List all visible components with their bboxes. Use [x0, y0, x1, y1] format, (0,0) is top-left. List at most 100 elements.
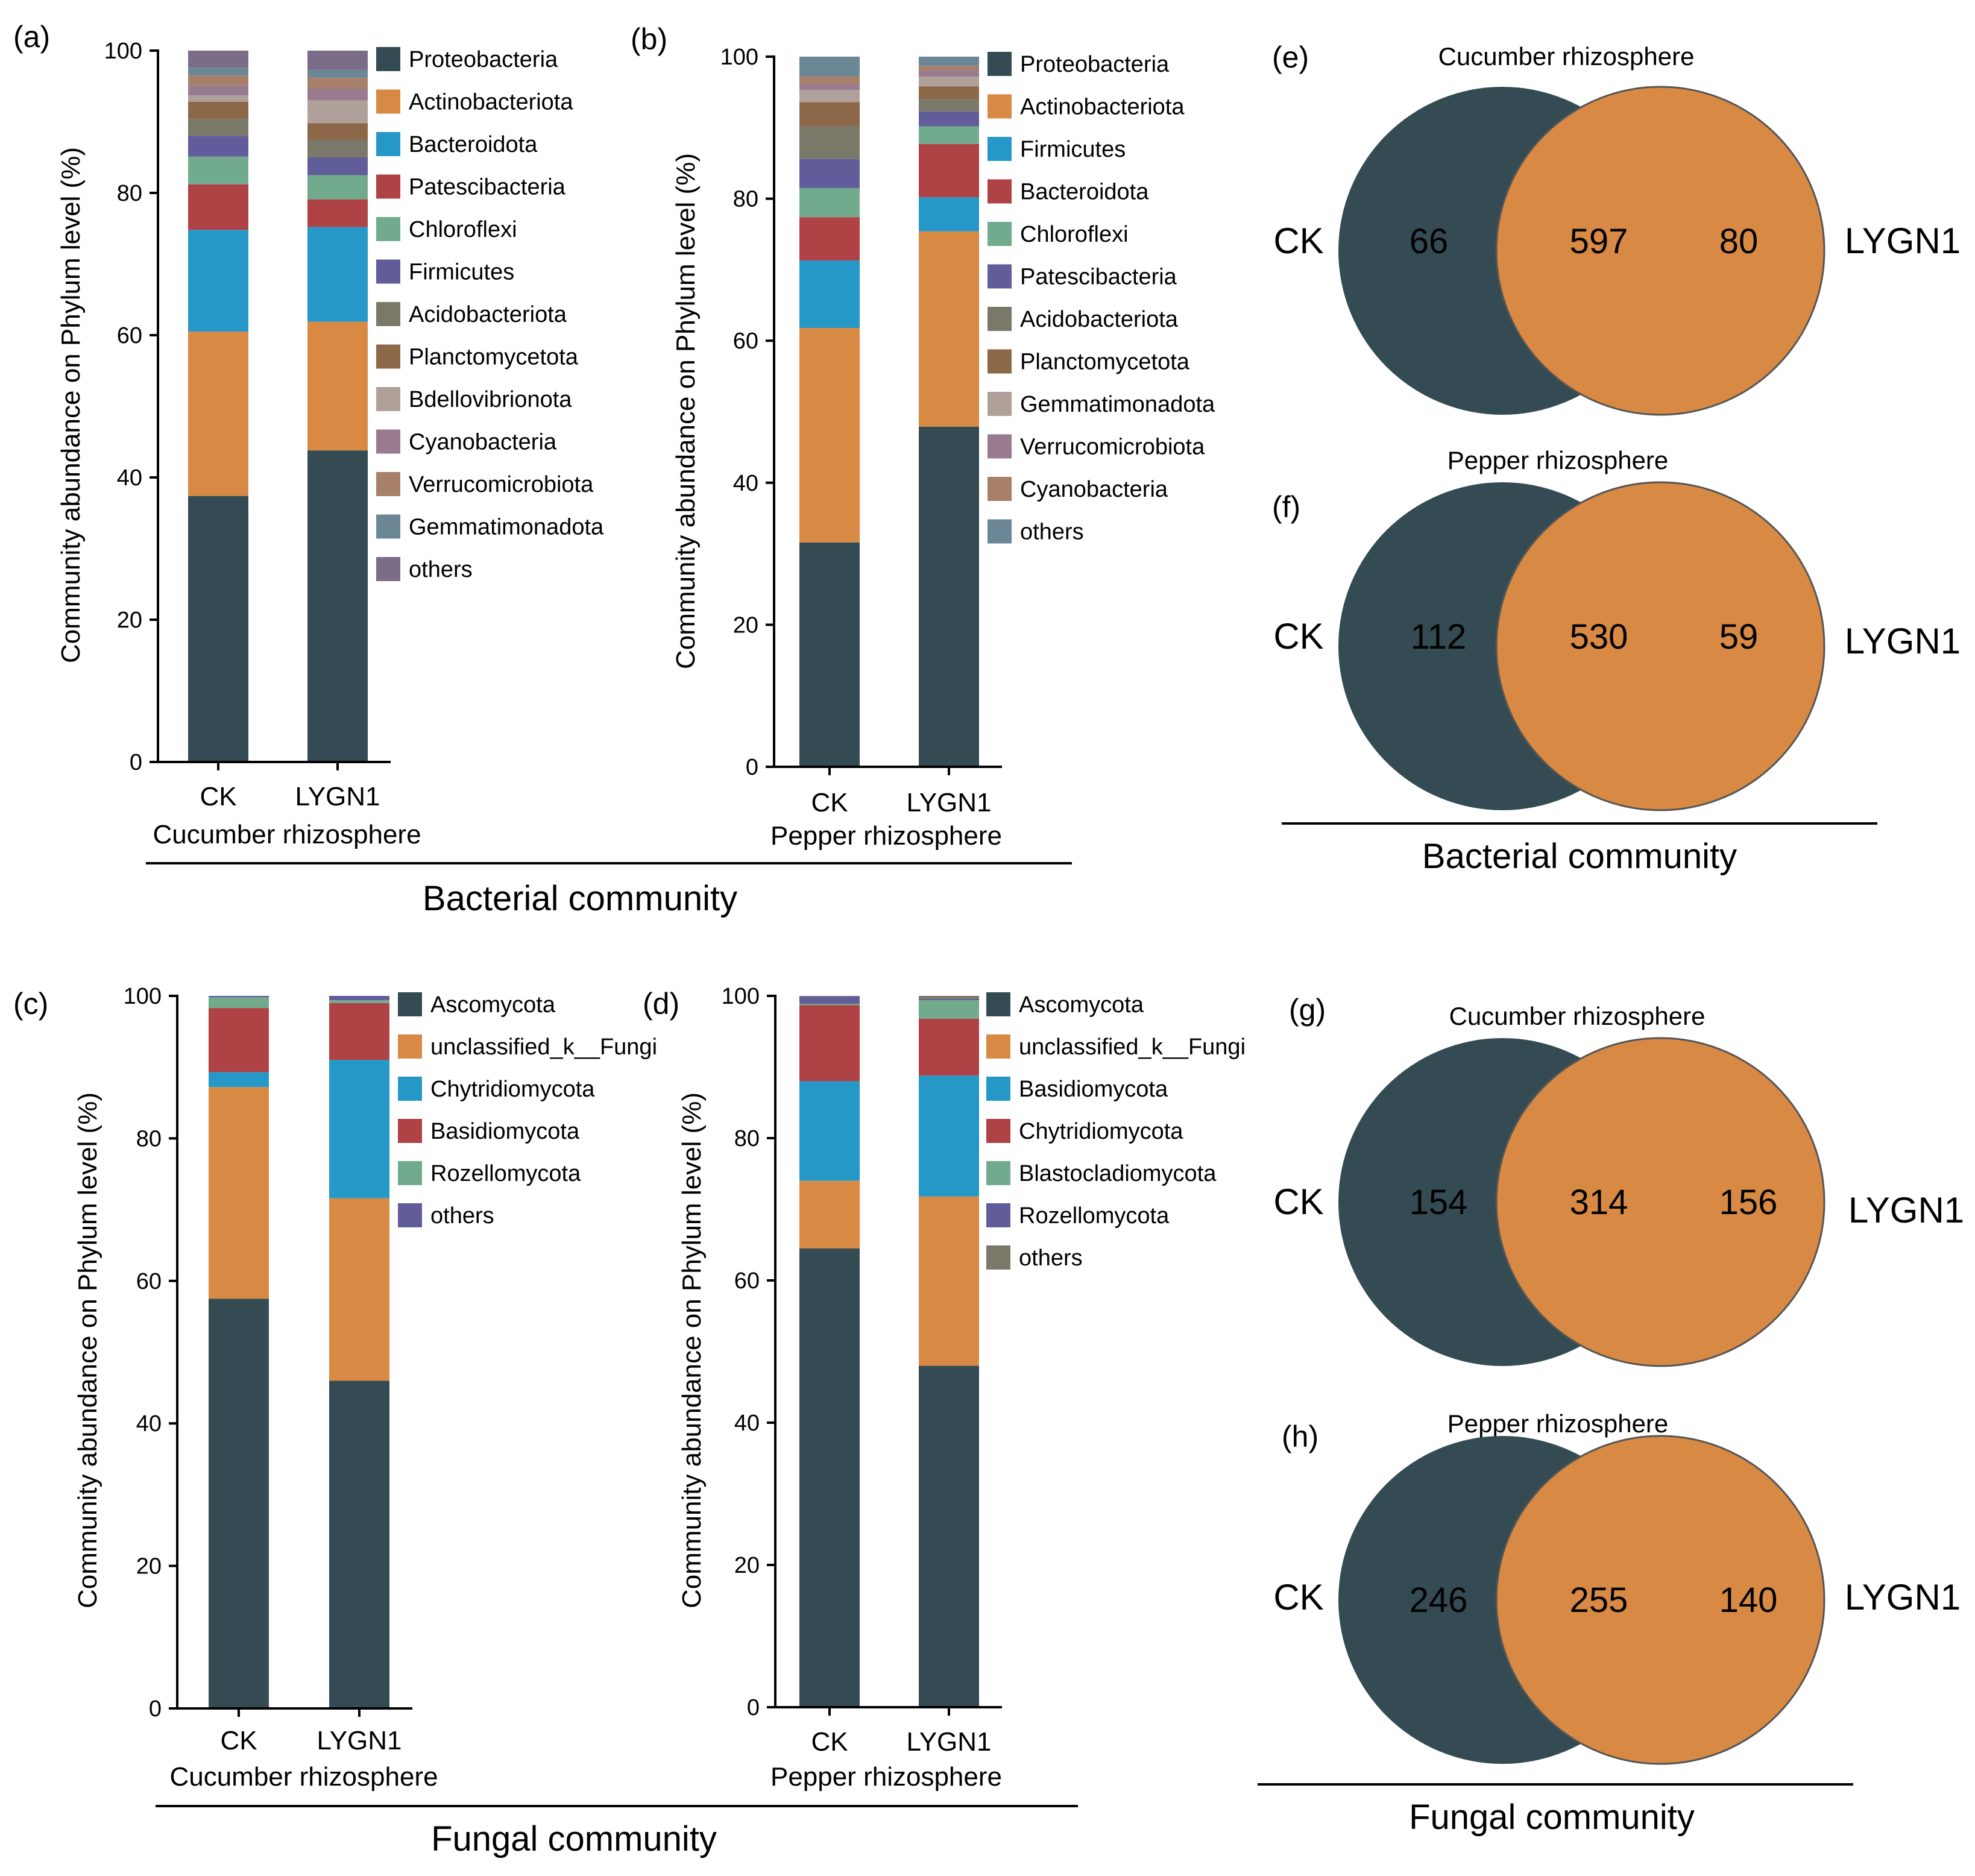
bar-segment-bacteroidota: [307, 227, 368, 322]
legend-swatch: [988, 392, 1012, 416]
y-tick-label: 20: [136, 1554, 162, 1579]
legend-label: unclassified_k__Fungi: [430, 1034, 657, 1060]
legend-swatch: [376, 174, 400, 199]
bar-segment-patescibacteria: [799, 159, 860, 188]
legend-label: Acidobacteriota: [409, 302, 567, 327]
venn-shared-count: 314: [1570, 1183, 1628, 1222]
legend-label: Gemmatimonadota: [1020, 392, 1215, 417]
y-axis-title: Community abundance on Phylum level (%): [56, 147, 86, 663]
venn-title: Pepper rhizosphere: [1447, 1409, 1669, 1438]
x-axis-title: Cucumber rhizosphere: [153, 820, 421, 849]
legend-swatch: [376, 514, 400, 539]
x-tick-label: LYGN1: [906, 788, 991, 817]
legend-swatch: [986, 992, 1010, 1016]
fungal-bars-group-label: Fungal community: [431, 1819, 717, 1859]
legend-swatch: [398, 1119, 422, 1143]
bar-segment-bacteroidota: [188, 230, 248, 332]
bar-segment-chytridiomycota: [209, 1072, 269, 1088]
legend-swatch: [986, 1161, 1010, 1185]
legend-swatch: [398, 992, 422, 1016]
bar-segment-acidobacteriota: [799, 126, 860, 159]
legend-swatch: [376, 89, 400, 114]
bar-segment-ascomycota: [209, 1298, 269, 1708]
legend-swatch: [376, 344, 400, 369]
legend-label: Chloroflexi: [1020, 222, 1129, 247]
venn-title: Cucumber rhizosphere: [1449, 1002, 1706, 1030]
legend-label: Planctomycetota: [409, 345, 579, 370]
legend-label: others: [430, 1203, 494, 1229]
venn-left-label: CK: [1273, 1182, 1323, 1222]
legend-label: Gemmatimonadota: [409, 515, 604, 540]
y-tick-label: 20: [117, 608, 142, 633]
bar-segment-planctomycetota: [919, 86, 979, 99]
bar-segment-basidiomycota: [209, 1008, 269, 1072]
legend-label: Basidiomycota: [430, 1119, 580, 1144]
panel-label-d: (d): [643, 987, 679, 1021]
y-tick-label: 40: [117, 465, 142, 491]
bar-segment-others: [919, 996, 979, 999]
legend-label: Patescibacteria: [409, 175, 566, 200]
bar-segment-rozellomycota: [329, 1000, 389, 1003]
legend-label: others: [409, 557, 473, 582]
y-tick-label: 40: [136, 1411, 162, 1437]
legend-swatch: [986, 1245, 1010, 1270]
legend-swatch: [376, 259, 400, 284]
bar-segment-planctomycetota: [799, 102, 860, 127]
bar-segment-others: [188, 51, 248, 68]
legend-swatch: [988, 137, 1012, 161]
y-tick-label: 60: [733, 329, 758, 354]
bar-segment-acidobacteriota: [307, 139, 368, 157]
venn-right-only-count: 140: [1719, 1581, 1778, 1620]
panel-d-fungal-pepper-bar-chart: (d) Community abundance on Phylum level …: [643, 984, 1246, 1792]
bar-segment-verrucomicrobiota: [188, 75, 248, 86]
y-tick-label: 100: [722, 984, 760, 1009]
x-axis-title: Pepper rhizosphere: [770, 821, 1002, 851]
venn-shared-count: 597: [1570, 222, 1628, 261]
venn-f-bacterial-pepper: (f) Pepper rhizosphere CK LYGN1 112 530 …: [1272, 446, 1961, 811]
venn-h-fungal-pepper: (h) Pepper rhizosphere CK LYGN1 246 255 …: [1273, 1409, 1961, 1765]
legend-label: Acidobacteriota: [1020, 307, 1179, 332]
y-tick-label: 80: [734, 1126, 760, 1151]
x-axis-title: Pepper rhizosphere: [770, 1762, 1002, 1792]
venn-right-only-count: 156: [1719, 1183, 1778, 1222]
x-tick-label: CK: [200, 782, 236, 811]
bar-segment-chloroflexi: [188, 156, 248, 184]
legend-swatch: [988, 94, 1012, 119]
bar-segment-planctomycetota: [188, 101, 248, 119]
bar-segment-unclassified-k-fungi: [329, 1198, 389, 1381]
legend-label: Rozellomycota: [1019, 1203, 1170, 1229]
legend-label: Actinobacteriota: [409, 90, 573, 115]
y-tick-label: 40: [734, 1411, 760, 1436]
venn-left-label: CK: [1273, 1577, 1323, 1617]
x-tick-label: CK: [811, 1727, 848, 1757]
panel-b-bacterial-pepper-bar-chart: (b) Community abundance on Phylum level …: [631, 22, 1215, 851]
x-tick-label: LYGN1: [295, 782, 380, 811]
y-tick-label: 20: [734, 1553, 760, 1578]
y-tick-label: 60: [734, 1268, 760, 1294]
bar-segment-others: [919, 57, 979, 66]
legend-label: Chytridiomycota: [430, 1077, 595, 1102]
venn-left-only-count: 246: [1410, 1581, 1468, 1620]
legend-swatch: [376, 47, 400, 71]
panel-label-f: (f): [1272, 490, 1300, 524]
bar-segment-basidiomycota: [329, 1003, 389, 1060]
venn-left-only-count: 112: [1411, 617, 1466, 656]
bar-segment-patescibacteria: [188, 184, 248, 230]
y-tick-label: 40: [733, 471, 758, 496]
bar-segment-gemmatimonadota: [799, 90, 860, 102]
legend-swatch: [988, 264, 1012, 289]
venn-left-label: CK: [1273, 221, 1323, 261]
bar-segment-proteobacteria: [799, 542, 860, 767]
venn-e-bacterial-cucumber: (e) Cucumber rhizosphere CK LYGN1 66 597…: [1272, 40, 1961, 416]
venn-right-label: LYGN1: [1848, 1190, 1964, 1230]
legend-swatch: [986, 1077, 1010, 1101]
bar-segment-others: [307, 51, 368, 70]
x-tick-label: LYGN1: [906, 1727, 991, 1757]
y-tick-label: 0: [149, 1696, 162, 1722]
bacterial-bars-group-label: Bacterial community: [423, 879, 737, 918]
legend-swatch: [988, 477, 1012, 501]
legend-label: Blastocladiomycota: [1019, 1161, 1217, 1186]
panel-c-fungal-cucumber-bar-chart: (c) Community abundance on Phylum level …: [13, 984, 657, 1792]
y-tick-label: 80: [733, 187, 758, 212]
bar-segment-proteobacteria: [919, 426, 979, 767]
